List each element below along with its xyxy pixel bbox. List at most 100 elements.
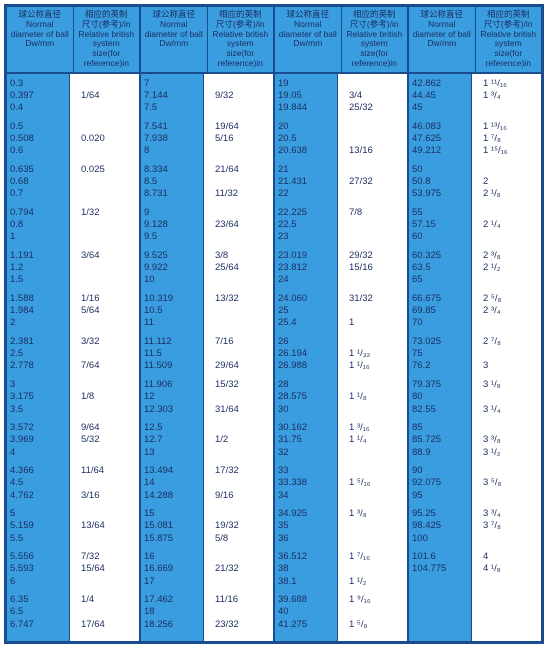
- inch-value: 13/16: [341, 145, 397, 157]
- diameter-value: 4.366: [10, 465, 66, 477]
- value-group: 22 ¹/₈: [475, 164, 531, 201]
- panel-header: 球公称直径Normaldiameter of ballDw/mm相应的英制尺寸(…: [7, 7, 139, 74]
- inch-value: 1 ⁵/₁₆: [341, 477, 397, 489]
- value-group: 44 ¹/₈: [475, 551, 531, 588]
- diameter-value: 5.556: [10, 551, 66, 563]
- inch-value: 1/64: [73, 90, 129, 102]
- value-group: 0.50.5080.6: [10, 121, 66, 158]
- inch-value: [73, 508, 129, 520]
- diameter-value: 6.5: [10, 606, 66, 618]
- value-group: 8585.72588.9: [412, 422, 468, 459]
- value-group: 17.4621818.256: [144, 594, 200, 631]
- diameter-value: 16: [144, 551, 200, 563]
- inch-value: 23/64: [207, 219, 263, 231]
- inch-value: 25/64: [207, 262, 263, 274]
- diameter-value: 0.3: [10, 78, 66, 90]
- inch-value: 2 ³/₈: [475, 250, 531, 262]
- value-group: 2 ⁷/₈ 3: [475, 336, 531, 373]
- inch-value: 1 ⁵/₈: [341, 619, 397, 631]
- value-group: 46.08347.62549.212: [412, 121, 468, 158]
- inch-value: [341, 133, 397, 145]
- diameter-value: 39.688: [278, 594, 334, 606]
- panel-header: 球公称直径Normaldiameter of ballDw/mm相应的英制尺寸(…: [141, 7, 273, 74]
- inch-value: 3 ¹/₈: [475, 379, 531, 391]
- inch-value: 25/32: [341, 102, 397, 114]
- inch-value: 1 ¹⁵/₁₆: [475, 145, 531, 157]
- inch-value: 3 ³/₈: [475, 434, 531, 446]
- inch-value: [73, 447, 129, 459]
- value-group: 101.6104.775: [412, 551, 468, 588]
- diameter-value: 0.397: [10, 90, 66, 102]
- value-group: 60.32563.565: [412, 250, 468, 287]
- diameter-column: 42.86244.454546.08347.62549.2125050.853.…: [409, 74, 472, 641]
- inch-value: [73, 348, 129, 360]
- value-group: 55.1595.5: [10, 508, 66, 545]
- value-group: 73.0257576.2: [412, 336, 468, 373]
- inch-value: [73, 533, 129, 545]
- diameter-value: 6.747: [10, 619, 66, 631]
- diameter-value: 24.060: [278, 293, 334, 305]
- inch-value: [475, 465, 531, 477]
- diameter-value: 5: [10, 508, 66, 520]
- inch-value: [73, 404, 129, 416]
- diameter-value: 13: [144, 447, 200, 459]
- diameter-value: 14.288: [144, 490, 200, 502]
- value-group: 13/32: [207, 293, 263, 330]
- inch-value: 0.025: [73, 164, 129, 176]
- value-group: 1 ⁵/₁₆: [341, 465, 397, 502]
- diameter-value: 11.5: [144, 348, 200, 360]
- value-group: 33.1753.5: [10, 379, 66, 416]
- value-group: 21/32: [207, 551, 263, 588]
- diameter-value: 12: [144, 391, 200, 403]
- inch-value: 1 ¹/₈: [341, 391, 397, 403]
- inch-value: [341, 231, 397, 243]
- inch-value: 1 ¹/₃₂: [341, 348, 397, 360]
- diameter-value: 73.025: [412, 336, 468, 348]
- diameter-value: 38: [278, 563, 334, 575]
- diameter-value: 1: [10, 231, 66, 243]
- diameter-value: 0.635: [10, 164, 66, 176]
- value-group: 36.5123838.1: [278, 551, 334, 588]
- diameter-value: 10: [144, 274, 200, 286]
- inch-value: [207, 576, 263, 588]
- inch-value: [207, 317, 263, 329]
- diameter-value: 15.875: [144, 533, 200, 545]
- inch-value: 7/16: [207, 336, 263, 348]
- inch-value: 1 ¹/₁₆: [341, 360, 397, 372]
- inch-value: 2 ¹/₂: [475, 262, 531, 274]
- diameter-value: 100: [412, 533, 468, 545]
- diameter-value: 28.575: [278, 391, 334, 403]
- value-group: 12.512.713: [144, 422, 200, 459]
- diameter-value: 69.85: [412, 305, 468, 317]
- inch-value: 11/16: [207, 594, 263, 606]
- value-group: 1/32: [73, 207, 129, 244]
- diameter-value: 45: [412, 102, 468, 114]
- inch-value: [341, 520, 397, 532]
- inch-value: [73, 102, 129, 114]
- inch-value: 13/32: [207, 293, 263, 305]
- inch-value: [207, 176, 263, 188]
- inch-value: 3 ⁵/₈: [475, 477, 531, 489]
- inch-value: [475, 576, 531, 588]
- inch-value: [73, 145, 129, 157]
- inch-value: 3/8: [207, 250, 263, 262]
- diameter-value: 9.525: [144, 250, 200, 262]
- inch-value: [341, 490, 397, 502]
- diameter-value: 13.494: [144, 465, 200, 477]
- diameter-value: 101.6: [412, 551, 468, 563]
- inch-value: [207, 391, 263, 403]
- inch-value: [73, 606, 129, 618]
- diameter-value: 34: [278, 490, 334, 502]
- inch-value: 7/8: [341, 207, 397, 219]
- value-group: 1 ¹³/₁₆1 ⁷/₈1 ¹⁵/₁₆: [475, 121, 531, 158]
- inch-value: [207, 348, 263, 360]
- value-group: 3333.33834: [278, 465, 334, 502]
- inch-value: [207, 606, 263, 618]
- value-group: 22.22522.523: [278, 207, 334, 244]
- header-inch: 相应的英制尺寸(参考)/inRelative british systemsiz…: [74, 7, 140, 74]
- column-panel: 球公称直径Normaldiameter of ballDw/mm相应的英制尺寸(…: [273, 7, 407, 641]
- diameter-value: 3.5: [10, 404, 66, 416]
- diameter-value: 38.1: [278, 576, 334, 588]
- diameter-value: 0.508: [10, 133, 66, 145]
- inch-column: 3/425/32 13/16 27/32 7/8 29/3215/16 31/3…: [338, 74, 407, 641]
